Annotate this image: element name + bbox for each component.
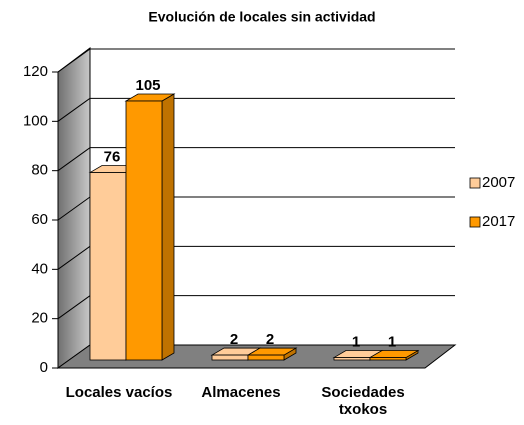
chart-title: Evolución de locales sin actividad: [148, 9, 375, 25]
bar: [211, 354, 249, 361]
value-label: 2: [266, 331, 274, 348]
y-tick-label: 80: [31, 162, 48, 179]
y-tick-label: 20: [31, 310, 48, 327]
value-label: 1: [388, 334, 396, 351]
bar: [89, 172, 127, 361]
legend-label: 2017: [482, 213, 515, 230]
value-label: 2: [230, 331, 238, 348]
grid-line: [57, 196, 91, 221]
legend-swatch: [469, 216, 481, 228]
x-tick-label: Sociedades txokos: [321, 384, 405, 418]
x-tick-label: Almacenes: [201, 384, 281, 401]
y-tick-label: 0: [40, 359, 48, 376]
grid-line: [57, 295, 91, 320]
grid-line: [57, 97, 91, 122]
y-tick-label: 40: [31, 260, 48, 277]
value-label: 76: [104, 149, 121, 166]
bar-side-shade: [162, 94, 174, 360]
bar-side-shade: [406, 350, 418, 360]
bar: [333, 357, 371, 361]
y-tick-label: 120: [23, 63, 48, 80]
grid-line: [57, 147, 91, 172]
grid-line: [57, 245, 91, 270]
bar: [247, 354, 285, 361]
y-tick-label: 100: [23, 112, 48, 129]
bar: [369, 357, 407, 361]
value-label: 105: [135, 77, 160, 94]
bar-side-shade: [284, 348, 296, 360]
y-tick-label: 60: [31, 211, 48, 228]
bar: [125, 100, 163, 361]
legend-label: 2007: [482, 174, 515, 191]
legend-swatch: [469, 177, 481, 189]
value-label: 1: [352, 334, 360, 351]
x-tick-label: Locales vacíos: [65, 384, 173, 401]
grid-line: [57, 48, 91, 73]
